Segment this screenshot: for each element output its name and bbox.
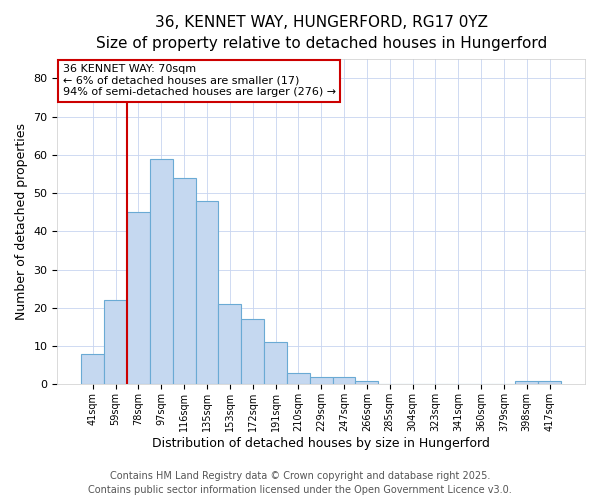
- Bar: [355, 380, 379, 384]
- Y-axis label: Number of detached properties: Number of detached properties: [15, 124, 28, 320]
- Bar: [218, 304, 241, 384]
- Bar: [173, 178, 196, 384]
- Bar: [515, 380, 538, 384]
- X-axis label: Distribution of detached houses by size in Hungerford: Distribution of detached houses by size …: [152, 437, 490, 450]
- Bar: [150, 158, 173, 384]
- Bar: [264, 342, 287, 384]
- Bar: [196, 200, 218, 384]
- Text: 36 KENNET WAY: 70sqm
← 6% of detached houses are smaller (17)
94% of semi-detach: 36 KENNET WAY: 70sqm ← 6% of detached ho…: [62, 64, 336, 97]
- Bar: [287, 373, 310, 384]
- Bar: [127, 212, 150, 384]
- Title: 36, KENNET WAY, HUNGERFORD, RG17 0YZ
Size of property relative to detached house: 36, KENNET WAY, HUNGERFORD, RG17 0YZ Siz…: [95, 15, 547, 51]
- Bar: [538, 380, 561, 384]
- Bar: [241, 320, 264, 384]
- Bar: [332, 377, 355, 384]
- Bar: [310, 377, 332, 384]
- Bar: [82, 354, 104, 384]
- Text: Contains HM Land Registry data © Crown copyright and database right 2025.
Contai: Contains HM Land Registry data © Crown c…: [88, 471, 512, 495]
- Bar: [104, 300, 127, 384]
